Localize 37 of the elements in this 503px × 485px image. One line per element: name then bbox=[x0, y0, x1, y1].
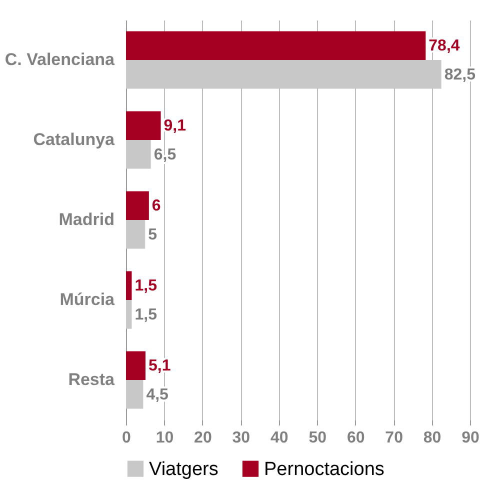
data-label: 78,4 bbox=[428, 38, 460, 55]
legend-label: Pernoctacions bbox=[264, 458, 384, 480]
x-tick-label: 30 bbox=[232, 430, 250, 446]
bar bbox=[126, 191, 149, 220]
bar bbox=[126, 31, 426, 60]
bar bbox=[126, 300, 132, 329]
x-tick-label: 0 bbox=[122, 430, 132, 446]
x-tick-label: 50 bbox=[308, 430, 327, 446]
data-label: 6,5 bbox=[154, 146, 176, 164]
bar bbox=[126, 271, 132, 300]
x-tick-label: 10 bbox=[156, 430, 174, 446]
y-tick-label: Madrid bbox=[58, 210, 114, 229]
x-tick-label: 90 bbox=[462, 430, 480, 446]
bar bbox=[126, 380, 144, 409]
x-tick-label: 70 bbox=[385, 430, 404, 446]
bar bbox=[126, 60, 442, 89]
data-label: 1,5 bbox=[134, 306, 158, 324]
data-label: 6 bbox=[152, 198, 161, 215]
x-tick-label: 80 bbox=[423, 430, 442, 446]
x-tick-label: 20 bbox=[194, 430, 212, 446]
legend-label: Viatgers bbox=[149, 458, 218, 480]
data-label: 82,5 bbox=[444, 66, 476, 84]
x-tick-label: 40 bbox=[270, 430, 288, 446]
y-tick-label: C. Valenciana bbox=[4, 50, 116, 69]
x-tick-label: 60 bbox=[346, 430, 365, 446]
data-label: 4,5 bbox=[146, 386, 169, 404]
y-tick-label: Catalunya bbox=[33, 130, 116, 149]
bar bbox=[126, 111, 161, 140]
y-tick-label: Resta bbox=[68, 370, 116, 389]
data-label: 5 bbox=[148, 226, 158, 244]
bar bbox=[126, 140, 151, 169]
data-label: 1,5 bbox=[134, 278, 158, 295]
data-label: 9,1 bbox=[164, 118, 186, 135]
bar bbox=[126, 220, 146, 249]
bar bbox=[126, 351, 146, 380]
data-label: 5,1 bbox=[148, 358, 171, 375]
y-tick-label: Múrcia bbox=[60, 290, 116, 309]
